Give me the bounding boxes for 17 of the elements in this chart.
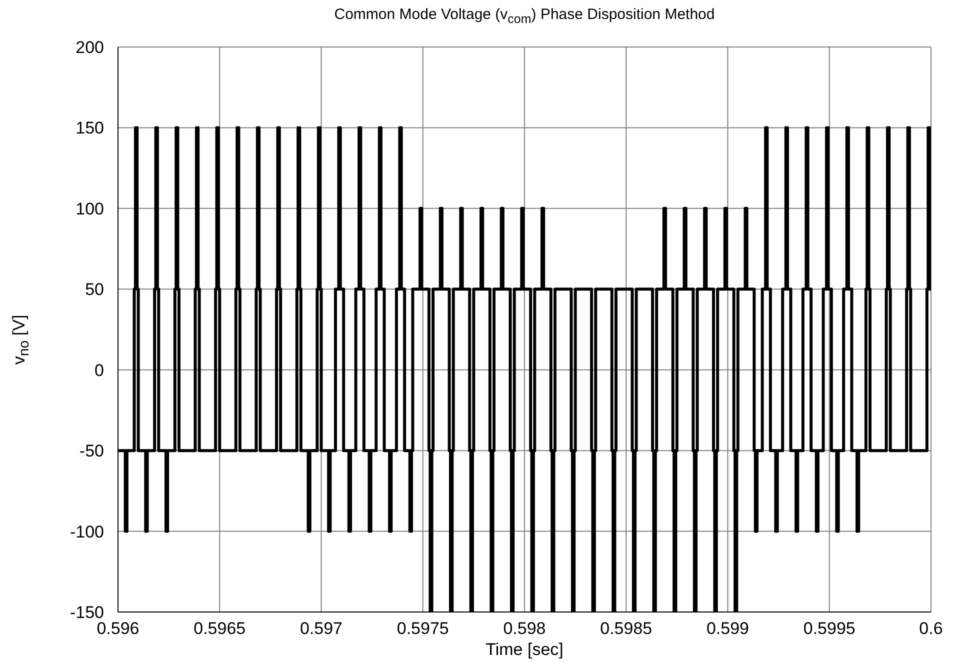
y-tick-label: -50 (79, 442, 104, 461)
y-tick-label: 50 (85, 280, 104, 300)
x-tick-label: 0.5975 (396, 619, 449, 638)
y-tick-label: 100 (76, 199, 104, 218)
y-tick-label: 0 (94, 360, 104, 380)
x-tick-label: 0.597 (300, 619, 343, 638)
chart-title: Common Mode Voltage (v$_{com}$) Phase Disposition Method (333, 6, 716, 26)
y-tick-label: 150 (76, 118, 104, 138)
x-tick-label: 0.6 (919, 619, 943, 638)
x-tick-label: 0.5985 (600, 619, 652, 638)
x-axis-title: Time [sec] (484, 640, 564, 660)
x-tick-label: 0.5965 (194, 619, 246, 638)
x-tick-label: 0.5995 (803, 619, 856, 638)
y-tick-label: 200 (76, 38, 104, 58)
x-tick-label: 0.598 (503, 619, 546, 638)
y-tick-label: -100 (70, 522, 104, 542)
x-tick-label: 0.599 (706, 619, 750, 638)
